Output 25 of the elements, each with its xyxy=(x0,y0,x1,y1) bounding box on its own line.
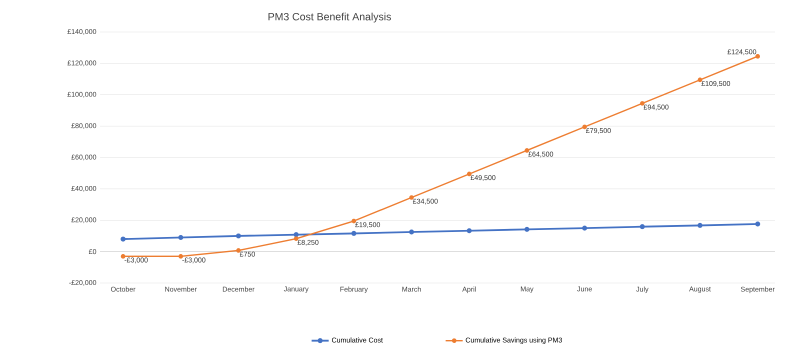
point xyxy=(294,232,299,238)
point xyxy=(698,222,703,228)
point xyxy=(178,235,184,240)
point xyxy=(698,78,702,82)
point xyxy=(755,54,760,59)
point xyxy=(524,148,530,153)
point xyxy=(120,254,126,259)
point xyxy=(409,195,414,200)
chart-title: PM3 Cost Benefit Analysis xyxy=(268,12,391,22)
point xyxy=(640,101,645,106)
point xyxy=(178,254,184,259)
point xyxy=(294,236,298,241)
point xyxy=(524,226,530,232)
point xyxy=(755,222,760,227)
point xyxy=(352,218,356,224)
point xyxy=(582,226,588,231)
point xyxy=(236,248,241,253)
point xyxy=(236,233,241,238)
point xyxy=(351,230,356,236)
point xyxy=(409,230,414,235)
point xyxy=(466,172,472,176)
point xyxy=(466,228,472,234)
point xyxy=(582,124,587,130)
point xyxy=(640,224,645,230)
point xyxy=(120,236,126,242)
